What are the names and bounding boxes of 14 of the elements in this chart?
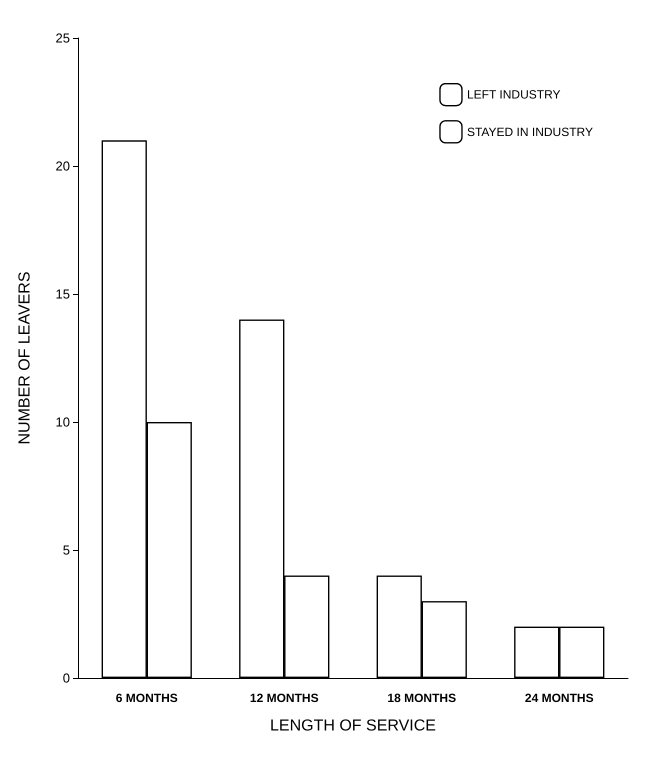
y-tick-label: 15 — [56, 286, 70, 302]
y-tick-label: 0 — [62, 670, 70, 686]
x-tick-label: 18 MONTHS — [387, 691, 456, 705]
legend-label: LEFT INDUSTRY — [466, 88, 561, 102]
legend-label: STAYED IN INDUSTRY — [466, 124, 594, 139]
x-tick-label: 6 MONTHS — [116, 691, 178, 705]
y-axis-title: NUMBER OF LEAVERS — [16, 271, 34, 445]
x-tick-label: 24 MONTHS — [524, 691, 594, 705]
y-tick-label: 25 — [56, 30, 70, 46]
y-tick-label: 10 — [56, 414, 70, 430]
y-tick-label: 5 — [62, 542, 70, 558]
y-tick-label: 20 — [56, 158, 70, 174]
x-tick-label: 12 MONTHS — [250, 691, 319, 705]
x-axis-title: LENGTH OF SERVICE — [270, 718, 436, 734]
